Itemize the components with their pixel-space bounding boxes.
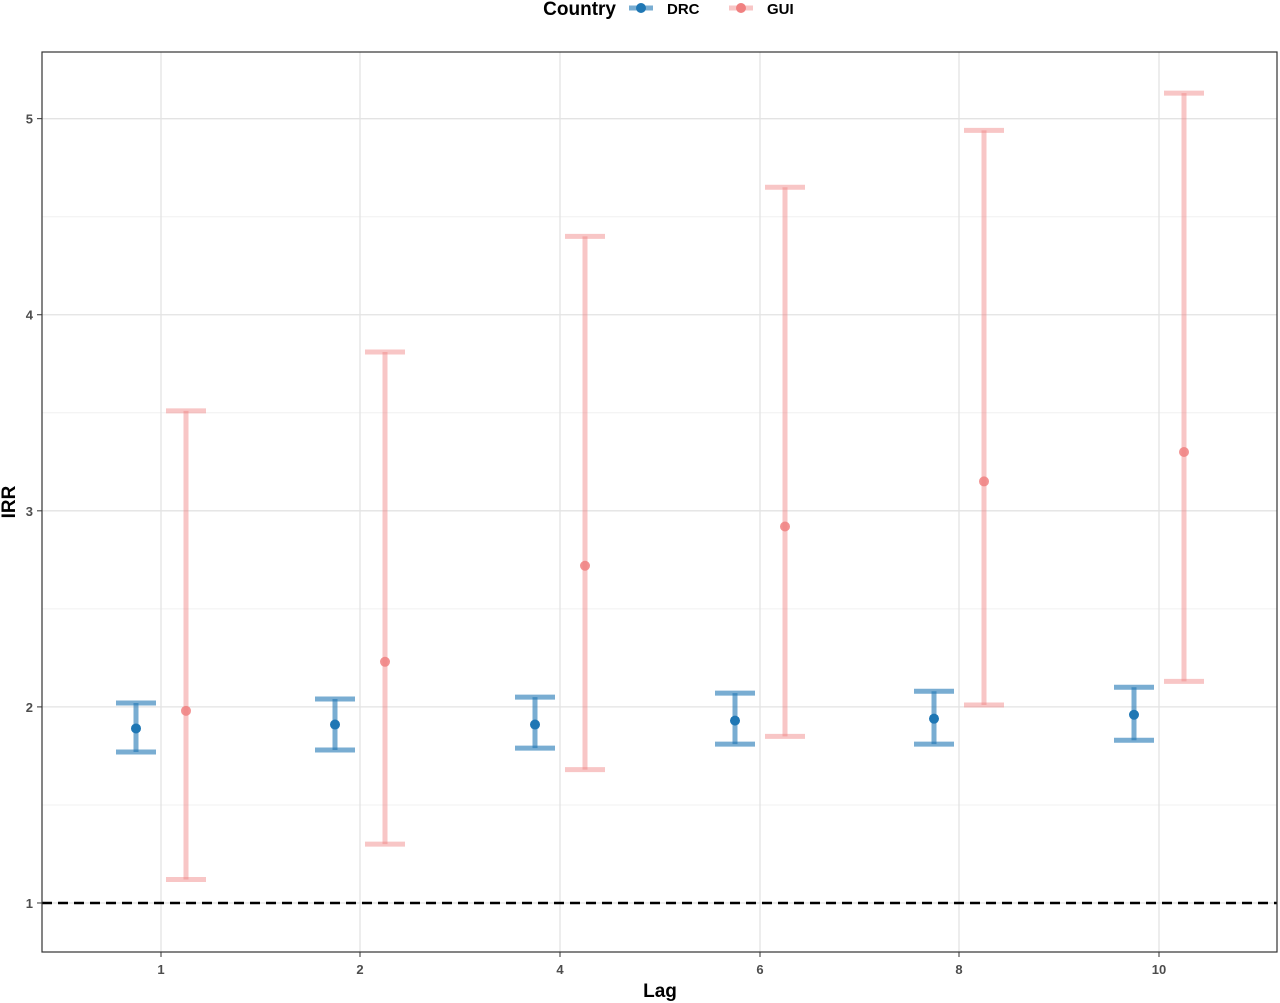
error-bars xyxy=(116,90,1204,882)
point-drc xyxy=(730,715,740,726)
x-tick-label: 6 xyxy=(756,962,763,977)
y-tick-label: 1 xyxy=(26,896,33,911)
grid-minor xyxy=(42,216,1277,806)
y-tick-label: 4 xyxy=(26,308,34,323)
grid-major xyxy=(42,52,1277,952)
x-tick-label: 8 xyxy=(955,962,962,977)
point-drc xyxy=(131,723,141,734)
y-axis-title: IRR xyxy=(0,485,20,518)
x-tick-label: 2 xyxy=(356,962,363,977)
point-gui xyxy=(979,476,989,487)
y-tick-label: 5 xyxy=(26,112,33,127)
point-drc xyxy=(929,713,939,724)
legend-title: Country xyxy=(543,0,616,20)
point-gui xyxy=(780,521,790,532)
x-axis-title: Lag xyxy=(643,981,677,1002)
legend-key-gui-point xyxy=(736,3,746,13)
plot-background xyxy=(42,52,1277,952)
x-axis-ticks: 1 2 4 6 8 10 xyxy=(157,952,1166,977)
legend: Country DRC GUI xyxy=(543,0,794,20)
y-axis-ticks: 1 2 3 4 5 xyxy=(26,112,42,911)
x-tick-label: 10 xyxy=(1152,962,1166,977)
legend-key-drc-point xyxy=(636,3,646,13)
point-drc xyxy=(330,719,340,730)
y-tick-label: 2 xyxy=(26,700,33,715)
point-gui xyxy=(1179,447,1189,457)
point-gui xyxy=(380,656,390,667)
x-tick-label: 1 xyxy=(157,962,164,977)
legend-label-gui: GUI xyxy=(767,1,794,18)
point-gui xyxy=(181,705,191,716)
legend-label-drc: DRC xyxy=(667,1,700,18)
legend-items: DRC GUI xyxy=(629,1,794,18)
x-tick-label: 4 xyxy=(556,962,564,977)
point-drc xyxy=(1129,709,1139,720)
point-drc xyxy=(530,719,540,730)
data-points xyxy=(131,447,1189,734)
y-tick-label: 3 xyxy=(26,504,33,519)
plot-border xyxy=(41,51,1278,953)
point-gui xyxy=(580,560,590,571)
